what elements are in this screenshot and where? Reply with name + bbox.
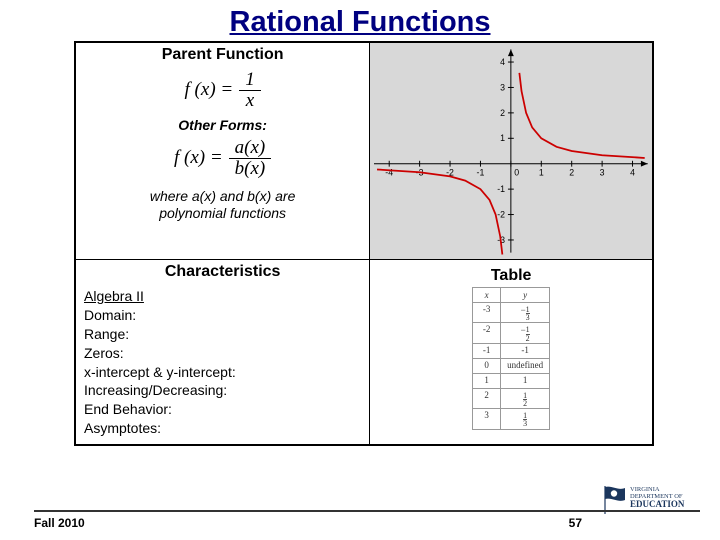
svg-text:3: 3: [500, 82, 505, 92]
footer: Fall 2010 57: [34, 510, 700, 530]
other-forms-heading: Other Forms:: [76, 115, 369, 134]
where-text: where a(x) and b(x) are polynomial funct…: [76, 183, 369, 229]
characteristics-heading: Characteristics: [76, 260, 369, 283]
content-grid: Parent Function f (x) = 1 x Other Forms:…: [74, 41, 654, 446]
svg-text:4: 4: [630, 167, 635, 177]
value-table: xy-3−13-2−12-1-10undefined11212313: [472, 287, 550, 430]
f2-num: a(x): [229, 138, 272, 158]
svg-text:-1: -1: [477, 167, 485, 177]
f1-den: x: [240, 91, 260, 111]
formula-1: f (x) = 1 x: [76, 66, 369, 115]
svg-text:-2: -2: [497, 209, 505, 219]
reciprocal-graph: -4-3-2-101234-3-2-11234: [374, 47, 648, 255]
characteristics-cell: Characteristics Algebra IIDomain:Range:Z…: [75, 260, 370, 446]
table-heading: Table: [374, 264, 648, 287]
f2-den: b(x): [229, 159, 272, 179]
formula-2: f (x) = a(x) b(x): [76, 134, 369, 183]
parent-function-cell: Parent Function f (x) = 1 x Other Forms:…: [75, 42, 370, 260]
svg-text:4: 4: [500, 57, 505, 67]
table-cell: Table xy-3−13-2−12-1-10undefined11212313: [370, 260, 653, 446]
svg-text:-1: -1: [497, 184, 505, 194]
svg-text:3: 3: [600, 167, 605, 177]
f1-lhs: f (x) =: [185, 79, 234, 101]
logo-l2: EDUCATION: [630, 499, 684, 509]
logo-l1: VIRGINIA DEPARTMENT OF: [630, 486, 683, 500]
f2-lhs: f (x) =: [174, 147, 223, 169]
graph-cell: -4-3-2-101234-3-2-11234: [370, 42, 653, 260]
page-title: Rational Functions: [0, 0, 720, 41]
svg-text:1: 1: [539, 167, 544, 177]
footer-left: Fall 2010: [34, 516, 85, 530]
parent-heading: Parent Function: [76, 43, 369, 66]
svg-text:2: 2: [570, 167, 575, 177]
svg-text:-4: -4: [386, 167, 394, 177]
svg-text:2: 2: [500, 108, 505, 118]
f1-num: 1: [239, 70, 261, 90]
svg-text:0: 0: [515, 167, 520, 177]
svg-text:1: 1: [500, 133, 505, 143]
page-number: 57: [569, 516, 582, 530]
characteristics-list: Algebra IIDomain:Range:Zeros:x-intercept…: [76, 283, 369, 444]
